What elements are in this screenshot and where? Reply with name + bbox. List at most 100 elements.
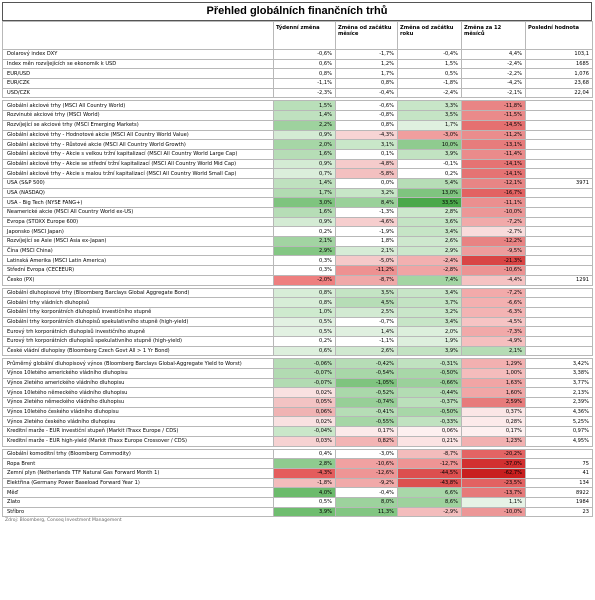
12m-change-cell: -7,3% xyxy=(461,326,526,337)
table-row: Globální akciové trhy (MSCI All Country … xyxy=(2,100,593,112)
weekly-change-cell: 1,4% xyxy=(273,177,336,189)
12m-change-cell: -2,1% xyxy=(461,87,526,99)
table-row: Měď 4,0% -0,4% 6,6% -13,7% 8922 xyxy=(2,487,593,498)
table-row: Ropa Brent 2,8% -10,6% -12,7% -37,0% 75 xyxy=(2,458,593,469)
mtd-change-cell: 8,4% xyxy=(335,197,398,208)
weekly-change-cell: -2,3% xyxy=(273,87,336,99)
last-value-cell: 1,076 xyxy=(525,68,593,80)
last-value-cell: 23,68 xyxy=(525,78,593,89)
last-value-cell xyxy=(525,287,593,299)
12m-change-cell: 1,1% xyxy=(461,496,526,508)
12m-change-cell: -14,5% xyxy=(461,119,526,131)
header-mtd: Změna od začátku měsíce xyxy=(335,21,398,50)
last-value-cell: 22,04 xyxy=(525,87,593,99)
weekly-change-cell: 4,0% xyxy=(273,487,336,498)
ytd-change-cell: -8,7% xyxy=(397,448,462,460)
last-value-cell xyxy=(525,110,593,121)
last-value-cell: 41 xyxy=(525,467,593,479)
ytd-change-cell: 6,6% xyxy=(397,487,462,498)
12m-change-cell: -11,5% xyxy=(461,110,526,121)
ytd-change-cell: -43,8% xyxy=(397,477,462,489)
row-label: Elektřina (Germany Power Baseload Forwar… xyxy=(2,477,274,489)
ytd-change-cell: -44,5% xyxy=(397,467,462,479)
12m-change-cell: -4,9% xyxy=(461,335,526,347)
last-value-cell: 134 xyxy=(525,477,593,489)
12m-change-cell: -20,2% xyxy=(461,448,526,460)
12m-change-cell: 2,59% xyxy=(461,397,526,408)
12m-change-cell: 1,00% xyxy=(461,368,526,379)
header-ytd: Změna od začátku roku xyxy=(397,21,462,50)
weekly-change-cell: 3,9% xyxy=(273,506,336,518)
row-label: Výnos 2letého amerického vládního dluhop… xyxy=(2,377,274,389)
mtd-change-cell: -12,6% xyxy=(335,467,398,479)
ytd-change-cell: -2,9% xyxy=(397,506,462,518)
table-row: Zlato 0,5% 8,0% 8,6% 1,1% 1984 xyxy=(2,496,593,508)
row-label: Výnos 2letého německého vládního dluhopi… xyxy=(2,397,274,408)
weekly-change-cell: 0,5% xyxy=(273,326,336,337)
weekly-change-cell: 0,3% xyxy=(273,255,336,267)
last-value-cell: 4,36% xyxy=(525,406,593,418)
mtd-change-cell: -9,2% xyxy=(335,477,398,489)
row-label: EUR/USD xyxy=(2,68,274,80)
source-footer: Zdroj: Bloomberg, Conseq Investment Mana… xyxy=(5,518,122,524)
row-label: Neamerické akcie (MSCI All Country World… xyxy=(2,207,274,218)
12m-change-cell: -7,2% xyxy=(461,216,526,228)
table-row: Globální akciové trhy - Akcie se střední… xyxy=(2,158,593,170)
ytd-change-cell: -2,4% xyxy=(397,255,462,267)
12m-change-cell: -23,5% xyxy=(461,477,526,489)
weekly-change-cell: -2,0% xyxy=(273,274,336,286)
last-value-cell xyxy=(525,265,593,276)
row-label: Dolarový index DXY xyxy=(2,49,274,60)
weekly-change-cell: 0,9% xyxy=(273,158,336,170)
table-row: EUR/USD 0,8% 1,7% 0,5% -2,2% 1,076 xyxy=(2,68,593,80)
mtd-change-cell: 8,0% xyxy=(335,496,398,508)
12m-change-cell: -11,1% xyxy=(461,197,526,208)
12m-change-cell: -37,0% xyxy=(461,458,526,469)
row-label: Rozvíjející se Asie (MSCI Asia ex-Japan) xyxy=(2,236,274,247)
weekly-change-cell: 0,8% xyxy=(273,68,336,80)
mtd-change-cell: 1,8% xyxy=(335,236,398,247)
table-row: Japonsko (MSCI Japan) 0,2% -1,9% 3,4% -2,7% xyxy=(2,226,593,238)
row-label: USA (NASDAQ) xyxy=(2,187,274,199)
weekly-change-cell: -1,1% xyxy=(273,78,336,89)
ytd-change-cell: 13,0% xyxy=(397,187,462,199)
mtd-change-cell: -0,6% xyxy=(335,100,398,112)
weekly-change-cell: 0,02% xyxy=(273,416,336,428)
row-label: Globální akciové trhy (MSCI All Country … xyxy=(2,100,274,112)
row-label: Eurový trh korporátních dluhopisů invest… xyxy=(2,326,274,337)
table-row: České vládní dluhopisy (Bloomberg Czech … xyxy=(2,345,593,357)
row-label: Střední Evropa (CECEEUR) xyxy=(2,265,274,276)
table-row: Kreditní marže - EUR investiční stupeň (… xyxy=(2,426,593,437)
weekly-change-cell: 0,2% xyxy=(273,226,336,238)
markets-table: Týdenní změna Změna od začátku měsíce Zm… xyxy=(2,21,593,518)
row-label: Globální komoditní trhy (Bloomberg Commo… xyxy=(2,448,274,460)
ytd-change-cell: 7,4% xyxy=(397,274,462,286)
weekly-change-cell: 0,03% xyxy=(273,435,336,447)
row-label: Výnos 10letého německého vládního dluhop… xyxy=(2,387,274,399)
table-row: Rozvinuté akciové trhy (MSCI World) 1,4% -… xyxy=(2,110,593,121)
ytd-change-cell: -2,8% xyxy=(397,265,462,276)
table-row: Výnos 2letého německého vládního dluhopi… xyxy=(2,397,593,408)
weekly-change-cell: 0,6% xyxy=(273,345,336,357)
weekly-change-cell: 1,5% xyxy=(273,100,336,112)
12m-change-cell: -7,2% xyxy=(461,287,526,299)
row-label: USA - Big Tech (NYSE FANG+) xyxy=(2,197,274,208)
mtd-change-cell: -0,8% xyxy=(335,110,398,121)
mtd-change-cell: -4,8% xyxy=(335,158,398,170)
header-name xyxy=(2,21,274,50)
last-value-cell xyxy=(525,207,593,218)
last-value-cell xyxy=(525,345,593,357)
last-value-cell xyxy=(525,226,593,238)
header-12m: Změna za 12 měsíců xyxy=(461,21,526,50)
mtd-change-cell: -1,9% xyxy=(335,226,398,238)
last-value-cell xyxy=(525,335,593,347)
ytd-change-cell: 3,9% xyxy=(397,345,462,357)
row-label: Latinská Amerika (MSCI Latin America) xyxy=(2,255,274,267)
last-value-cell: 2,13% xyxy=(525,387,593,399)
report-title: Přehled globálních finančních trhů xyxy=(2,2,592,21)
ytd-change-cell: -0,4% xyxy=(397,49,462,60)
weekly-change-cell: 0,8% xyxy=(273,287,336,299)
12m-change-cell: -11,2% xyxy=(461,129,526,141)
table-row: USD/CZK -2,3% -0,4% -2,4% -2,1% 22,04 xyxy=(2,87,593,99)
weekly-change-cell: 0,3% xyxy=(273,265,336,276)
